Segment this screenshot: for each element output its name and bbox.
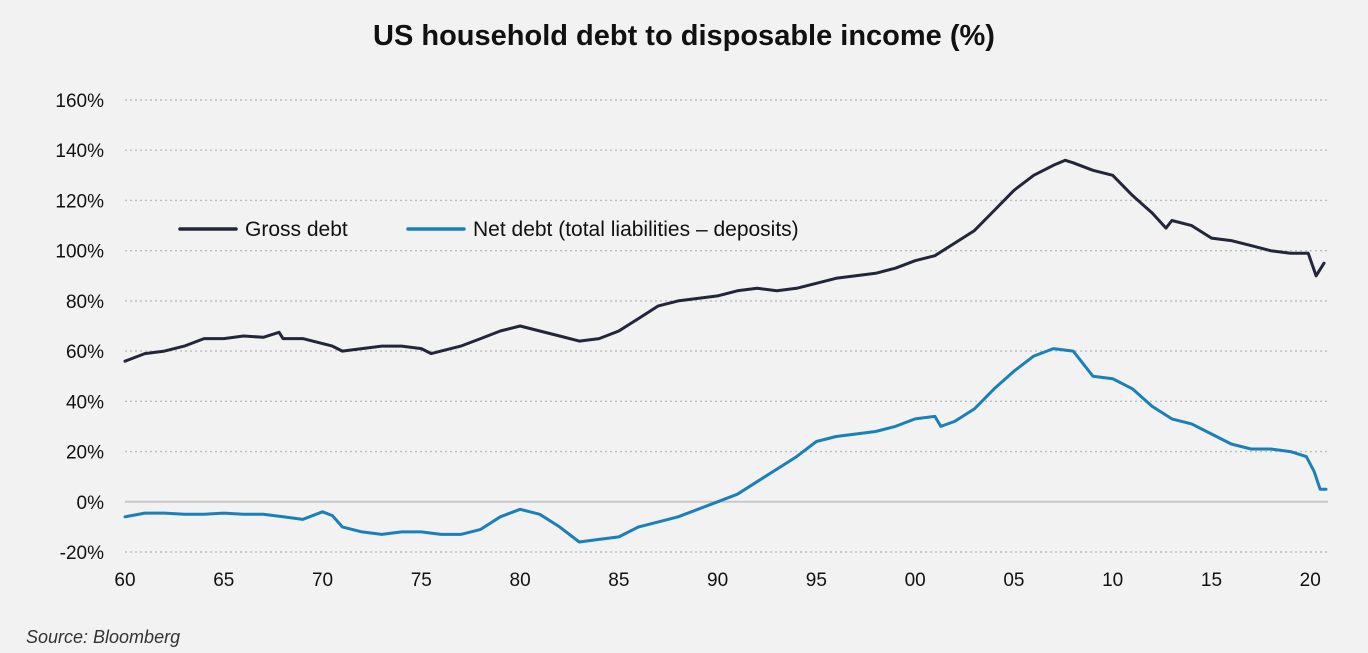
x-tick-label: 75 [411,570,432,591]
y-tick-label: -20% [60,543,104,564]
x-tick-label: 00 [905,570,926,591]
legend: Gross debt Net debt (total liabilities – … [178,218,799,241]
y-tick-label: 80% [66,292,104,313]
x-tick-label: 65 [213,570,234,591]
x-tick-label: 95 [806,570,827,591]
series-lines [123,158,1328,544]
grid-lines [125,99,1328,553]
y-tick-label: 140% [55,141,104,162]
y-tick-label: 160% [55,91,104,112]
x-tick-label: 60 [114,570,135,591]
y-tick-label: 120% [55,191,104,212]
x-tick-label: 90 [707,570,728,591]
source-note: Source: Bloomberg [26,627,181,647]
x-tick-label: 10 [1102,570,1123,591]
y-tick-label: 40% [66,392,104,413]
x-tick-label: 70 [312,570,333,591]
y-tick-label: 20% [66,443,104,464]
y-tick-label: 0% [77,493,105,514]
y-tick-label: 60% [66,342,104,363]
x-tick-label: 20 [1300,570,1321,591]
y-tick-label: 100% [55,242,104,263]
axes: -20% 0% 20% 40% 60% 80% 100% 120% 140% 160% 60 65 70… [55,91,1320,591]
x-tick-label: 05 [1003,570,1024,591]
x-tick-label: 85 [608,570,629,591]
chart-title: US household debt to disposable income (… [373,20,995,52]
x-tick-label: 80 [510,570,531,591]
series-line-1 [123,347,1328,544]
series-line-0 [123,158,1326,363]
x-tick-label: 15 [1201,570,1222,591]
legend-label: Gross debt [245,218,348,241]
legend-label: Net debt (total liabilities – deposits) [473,218,799,241]
